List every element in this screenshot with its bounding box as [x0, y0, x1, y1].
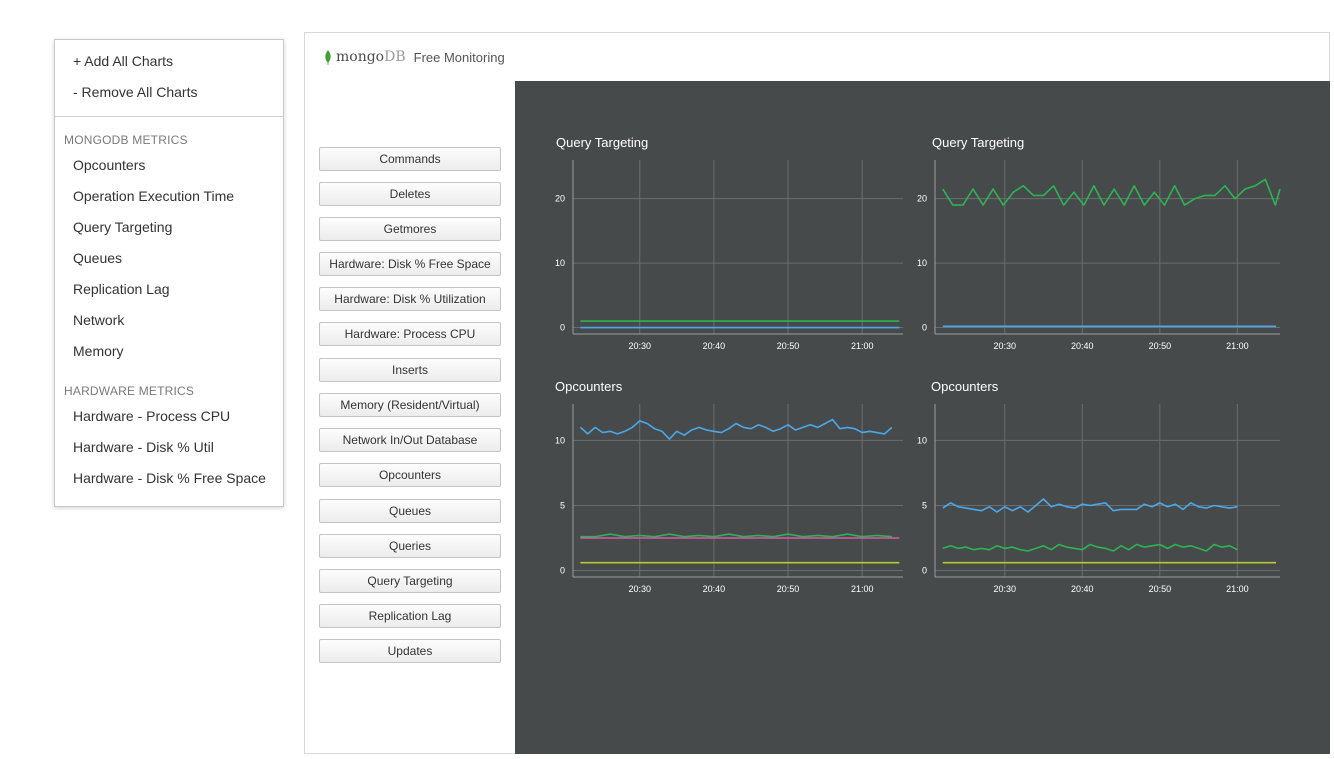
- x-tick-label: 20:50: [777, 584, 800, 594]
- queues-button[interactable]: Queues: [319, 499, 501, 523]
- menu-item-replication-lag[interactable]: Replication Lag: [73, 281, 170, 297]
- remove-all-charts[interactable]: - Remove All Charts: [73, 84, 198, 100]
- y-tick-label: 0: [560, 323, 565, 333]
- series-line-green: [942, 178, 1281, 206]
- x-tick-label: 20:50: [1149, 584, 1172, 594]
- mongodb-leaf-icon: [325, 49, 331, 65]
- x-tick-label: 21:00: [1226, 341, 1249, 351]
- x-tick-label: 20:40: [1071, 584, 1094, 594]
- brand-suffix: DB: [384, 49, 406, 65]
- memory-button[interactable]: Memory (Resident/Virtual): [319, 393, 501, 417]
- y-tick-label: 0: [922, 565, 927, 575]
- y-tick-label: 20: [555, 194, 565, 204]
- menu-item-hardware-disk-util[interactable]: Hardware - Disk % Util: [73, 439, 214, 455]
- y-tick-label: 10: [555, 258, 565, 268]
- series-line-green: [942, 543, 1238, 552]
- y-tick-label: 0: [560, 565, 565, 575]
- y-tick-label: 20: [917, 194, 927, 204]
- menu-item-memory[interactable]: Memory: [73, 343, 124, 359]
- query-targeting-button[interactable]: Query Targeting: [319, 569, 501, 593]
- menu-divider: [55, 116, 283, 117]
- header: mongo DB Free Monitoring: [324, 47, 505, 67]
- menu-item-query-targeting[interactable]: Query Targeting: [73, 219, 173, 235]
- series-line-blue: [579, 418, 893, 440]
- x-tick-label: 21:00: [851, 341, 874, 351]
- series-line-green: [580, 533, 892, 538]
- y-tick-label: 0: [922, 323, 927, 333]
- menu-item-operation-execution-time[interactable]: Operation Execution Time: [73, 188, 235, 204]
- section-hardware-metrics: HARDWARE METRICS: [64, 384, 195, 398]
- hardware-disk-utilization-button[interactable]: Hardware: Disk % Utilization: [319, 287, 501, 311]
- hardware-disk-free-space-button[interactable]: Hardware: Disk % Free Space: [319, 252, 501, 276]
- chart-title: Query Targeting: [556, 135, 648, 150]
- x-tick-label: 20:30: [628, 341, 651, 351]
- chart-title: Opcounters: [931, 379, 999, 394]
- queries-button[interactable]: Queries: [319, 534, 501, 558]
- menu-item-hardware-process-cpu[interactable]: Hardware - Process CPU: [73, 408, 231, 424]
- y-tick-label: 10: [917, 258, 927, 268]
- x-tick-label: 20:40: [1071, 341, 1094, 351]
- x-tick-label: 20:30: [994, 584, 1017, 594]
- commands-button[interactable]: Commands: [319, 147, 501, 171]
- monitoring-panel: mongo DB Free Monitoring Commands Deletes…: [304, 32, 1330, 754]
- x-tick-label: 20:40: [703, 584, 726, 594]
- opcounters-button[interactable]: Opcounters: [319, 463, 501, 487]
- menu-item-hardware-disk-free-space[interactable]: Hardware - Disk % Free Space: [73, 470, 266, 486]
- x-tick-label: 21:00: [851, 584, 874, 594]
- y-tick-label: 5: [922, 500, 927, 510]
- x-tick-label: 20:50: [1149, 341, 1172, 351]
- menu-item-network[interactable]: Network: [73, 312, 125, 328]
- inserts-button[interactable]: Inserts: [319, 358, 501, 382]
- x-tick-label: 20:40: [703, 341, 726, 351]
- deletes-button[interactable]: Deletes: [319, 182, 501, 206]
- x-tick-label: 21:00: [1226, 584, 1249, 594]
- section-mongodb-metrics: MONGODB METRICS: [64, 133, 188, 147]
- menu-item-opcounters[interactable]: Opcounters: [73, 157, 146, 173]
- y-tick-label: 10: [917, 435, 927, 445]
- y-tick-label: 5: [560, 500, 565, 510]
- network-button[interactable]: Network In/Out Database: [319, 428, 501, 452]
- hardware-process-cpu-button[interactable]: Hardware: Process CPU: [319, 322, 501, 346]
- page-title: Free Monitoring: [413, 49, 505, 65]
- add-chart-menu: + Add All Charts - Remove All Charts MON…: [54, 39, 284, 507]
- brand-name: mongo: [336, 49, 385, 65]
- series-line-blue: [942, 498, 1238, 513]
- chart-title: Opcounters: [555, 379, 623, 394]
- menu-item-queues[interactable]: Queues: [73, 250, 123, 266]
- charts-area: Query Targeting 0 10 20 20:30 20:40 20:50 21:00…: [515, 81, 1330, 754]
- x-tick-label: 20:50: [777, 341, 800, 351]
- getmores-button[interactable]: Getmores: [319, 217, 501, 241]
- updates-button[interactable]: Updates: [319, 639, 501, 663]
- x-tick-label: 20:30: [628, 584, 651, 594]
- y-tick-label: 10: [555, 435, 565, 445]
- chart-title: Query Targeting: [932, 135, 1024, 150]
- x-tick-label: 20:30: [994, 341, 1017, 351]
- replication-lag-button[interactable]: Replication Lag: [319, 604, 501, 628]
- charts-svg: Query Targeting 0 10 20 20:30 20:40 20:50 21:00…: [555, 135, 1281, 594]
- add-all-charts[interactable]: + Add All Charts: [73, 53, 174, 69]
